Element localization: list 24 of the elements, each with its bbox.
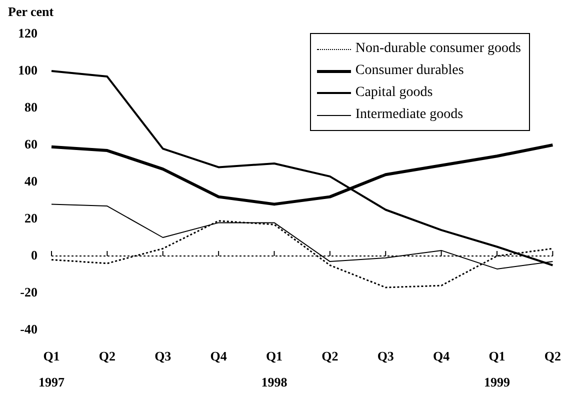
- y-tick-label: 100: [18, 62, 38, 78]
- y-tick-label: 80: [24, 99, 38, 114]
- y-tick-label: 40: [24, 173, 38, 188]
- y-tick-label: 0: [31, 247, 38, 262]
- y-tick-label: -40: [20, 321, 38, 336]
- x-tick-label: Q4: [433, 348, 450, 364]
- x-tick-label: Q2: [544, 348, 562, 364]
- x-tick-label: Q1 1999: [484, 348, 511, 390]
- legend-label: Intermediate goods: [355, 107, 464, 123]
- y-axis-title: Per cent: [8, 4, 54, 20]
- x-tick-label: Q1 1998: [261, 348, 288, 390]
- x-tick-label: Q4: [210, 348, 228, 364]
- legend-label: Capital goods: [355, 85, 433, 101]
- x-tick-label: Q2: [98, 348, 116, 364]
- x-tick-label: Q1 1997: [38, 348, 65, 390]
- y-tick-label: 60: [24, 136, 38, 152]
- x-tick-label: Q2: [322, 348, 338, 364]
- y-tick-label: 120: [18, 25, 38, 40]
- legend-label: Consumer durables: [355, 63, 464, 79]
- x-tick-label: Q3: [154, 348, 172, 364]
- y-tick-label: -20: [20, 284, 38, 300]
- x-tick-label: Q3: [377, 348, 394, 364]
- legend-label: Non-durable consumer goods: [355, 41, 521, 57]
- y-tick-label: 20: [24, 210, 38, 226]
